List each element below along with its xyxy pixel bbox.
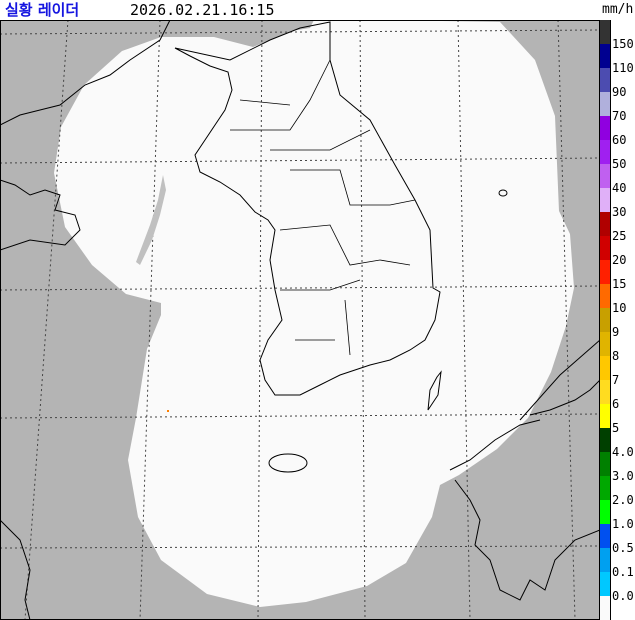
legend-label: 1.0 [612,517,634,531]
legend-label: 5 [612,421,620,435]
legend-swatch [599,548,611,572]
radar-map [0,20,600,620]
legend-label: 60 [612,133,627,147]
legend-colorbar [599,20,611,620]
legend-label: 0.0 [612,589,634,603]
legend-swatch [599,524,611,548]
grid-lines [0,20,600,620]
jeju-island [268,453,308,473]
legend-label: 4.0 [612,445,634,459]
legend-swatch [599,380,611,404]
tsushima-island [427,370,442,411]
legend-swatch [599,596,611,620]
legend-label: 2.0 [612,493,634,507]
page-title: 실황 레이더 [5,1,80,19]
legend-swatch [599,356,611,380]
legend-swatch [599,92,611,116]
legend-swatch [599,20,611,44]
legend-swatch [599,68,611,92]
legend-swatch [599,140,611,164]
legend-label: 20 [612,253,627,267]
legend-label: 10 [612,301,627,315]
legend-swatch [599,404,611,428]
legend-label: 6 [612,397,620,411]
radar-echoes [136,175,169,412]
china-coast [0,20,171,620]
radar-coverage-area [54,20,574,607]
legend-label: 50 [612,157,627,171]
legend-label: 110 [612,61,634,75]
japan-coast [449,339,600,601]
legend-label: 40 [612,181,627,195]
legend-swatch [599,212,611,236]
legend-swatch [599,44,611,68]
legend-label: 25 [612,229,627,243]
timestamp: 2026.02.21.16:15 [130,1,275,19]
legend-label: 9 [612,325,620,339]
legend-label: 15 [612,277,627,291]
legend-label: 3.0 [612,469,634,483]
coastlines [0,20,600,620]
legend-label: 90 [612,85,627,99]
legend-swatch [599,332,611,356]
legend-label: 30 [612,205,627,219]
legend-label: 70 [612,109,627,123]
ulleung-island [498,189,508,197]
legend-swatch [599,452,611,476]
legend-swatch [599,284,611,308]
legend-swatch [599,116,611,140]
legend-swatch [599,236,611,260]
legend-label: 150 [612,37,634,51]
legend-swatch [599,164,611,188]
legend-swatch [599,500,611,524]
legend-swatch [599,572,611,596]
korea-peninsula-outline [174,21,441,396]
legend-label: 8 [612,349,620,363]
legend-label: 0.5 [612,541,634,555]
legend-label: 7 [612,373,620,387]
legend-label: 0.1 [612,565,634,579]
legend-swatch [599,188,611,212]
legend-swatch [599,308,611,332]
legend-swatch [599,260,611,284]
legend-unit: mm/h [602,2,634,17]
province-borders [230,59,416,356]
legend-swatch [599,428,611,452]
legend-swatch [599,476,611,500]
